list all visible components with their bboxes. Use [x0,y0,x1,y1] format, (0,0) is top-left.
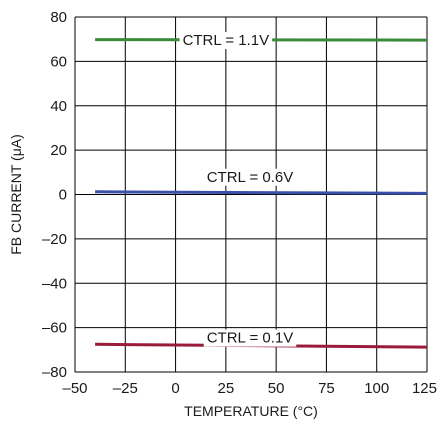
y-tick-label-7: –60 [42,320,67,337]
x-tick-label-1: –25 [113,380,138,397]
y-tick-label-1: 60 [50,53,67,70]
y-tick-label-3: 20 [50,142,67,159]
series-label-0: CTRL = 1.1V [179,32,273,50]
series-label-2: CTRL = 0.1V [203,329,297,347]
y-axis-ticks: 80 60 40 20 0 –20 –40 –60 –80 [42,9,67,381]
x-axis-title: TEMPERATURE (°C) [184,403,318,419]
y-tick-label-0: 80 [50,9,67,26]
series-label-bg-0 [179,32,273,50]
x-tick-label-4: 50 [268,380,285,397]
x-axis-ticks: –50 –25 0 25 50 75 100 125 [62,380,437,397]
series-label-1: CTRL = 0.6V [203,168,297,186]
x-tick-label-2: 0 [171,380,179,397]
y-tick-label-4: 0 [59,187,67,204]
x-tick-label-0: –50 [62,380,87,397]
series-label-text-1: CTRL = 0.6V [207,169,294,186]
series-label-text-2: CTRL = 0.1V [207,330,294,347]
x-tick-label-3: 25 [218,380,235,397]
series-label-bg-2 [203,329,297,347]
series-labels: CTRL = 1.1V CTRL = 0.6V CTRL = 0.1V [179,32,297,347]
series-lines [95,38,428,349]
y-tick-label-2: 40 [50,98,67,115]
series-label-bg-1 [203,168,297,186]
series-label-text-0: CTRL = 1.1V [183,32,270,49]
y-tick-label-8: –80 [42,364,67,381]
x-tick-label-6: 100 [364,380,389,397]
y-axis-title: FB CURRENT (μA) [8,134,24,255]
y-tick-label-5: –20 [42,231,67,248]
y-tick-label-6: –40 [42,275,67,292]
series-line-1 [95,190,428,195]
x-tick-label-7: 125 [412,380,437,397]
x-tick-label-5: 75 [318,380,335,397]
